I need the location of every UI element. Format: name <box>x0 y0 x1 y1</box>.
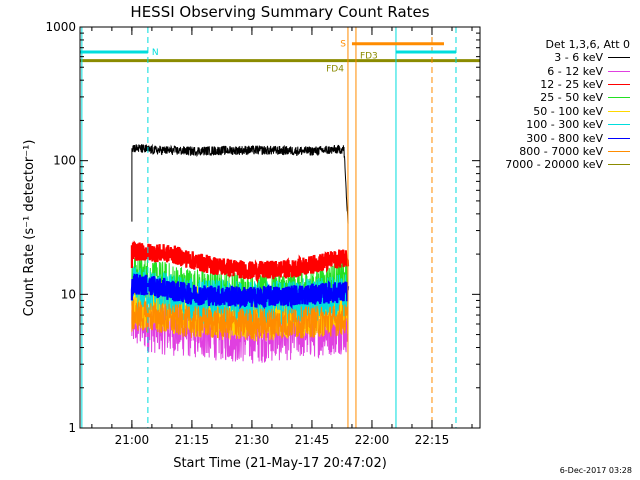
legend-entry: 300 - 800 keV <box>478 131 630 145</box>
legend-swatch <box>608 164 630 166</box>
flag-label: FD4 <box>326 65 344 75</box>
flag-label: S <box>340 40 346 50</box>
data-layer <box>80 59 480 364</box>
y-tick-label: 100 <box>53 154 76 168</box>
legend-entry-label: 12 - 25 keV <box>540 77 603 91</box>
y-tick-label: 1 <box>68 421 76 435</box>
flag-layer: N S FD4 FD3 <box>80 27 457 428</box>
legend-swatch <box>608 57 630 59</box>
x-axis-label: Start Time (21-May-17 20:47:02) <box>173 456 387 471</box>
legend-swatch <box>608 83 630 85</box>
legend-entry: 100 - 300 keV <box>478 118 630 131</box>
plot-frame <box>79 26 481 429</box>
legend-entry-label: 7000 - 20000 keV <box>505 158 603 172</box>
y-tick-label: 10 <box>61 287 76 301</box>
legend: Det 1,3,6, Att 0 3 - 6 keV 6 - 12 keV 12 -… <box>478 38 630 172</box>
legend-entry-label: 50 - 100 keV <box>533 104 603 118</box>
x-tick-label: 21:15 <box>175 433 210 447</box>
legend-entries: 3 - 6 keV 6 - 12 keV 12 - 25 keV 25 - 50 ke… <box>478 51 630 172</box>
legend-title: Det 1,3,6, Att 0 <box>545 38 630 51</box>
legend-entry-label: 800 - 7000 keV <box>519 144 603 158</box>
legend-entry: 12 - 25 keV <box>478 78 630 91</box>
legend-entry-label: 3 - 6 keV <box>554 51 603 65</box>
x-tick-label: 22:15 <box>415 433 450 447</box>
legend-entry: 25 - 50 keV <box>478 91 630 104</box>
series-line-800-7000-kev <box>131 299 349 340</box>
legend-entry: 3 - 6 keV <box>478 51 630 64</box>
legend-swatch <box>608 137 630 139</box>
legend-swatch <box>608 70 630 72</box>
y-tick-label: 1000 <box>45 20 76 34</box>
y-axis-label: Count Rate (s⁻¹ detector⁻¹) <box>22 140 37 317</box>
legend-entry: 6 - 12 keV <box>478 64 630 78</box>
x-tick-label: 21:45 <box>295 433 330 447</box>
chart-title: HESSI Observing Summary Count Rates <box>130 3 429 21</box>
x-tick-label: 22:00 <box>355 433 390 447</box>
legend-entry-label: 100 - 300 keV <box>526 118 603 132</box>
axis-layer: 1 10 100 1000 21:00 21:15 21:30 21:45 22:00 22:15 <box>45 20 480 447</box>
legend-entry: 7000 - 20000 keV <box>478 158 630 171</box>
legend-swatch <box>608 124 630 126</box>
legend-entry-label: 6 - 12 keV <box>547 64 603 78</box>
legend-swatch <box>608 110 630 112</box>
legend-entry-label: 300 - 800 keV <box>526 131 603 145</box>
series-line-12-25-kev <box>130 240 350 284</box>
legend-swatch <box>608 97 630 99</box>
legend-entry: 50 - 100 keV <box>478 105 630 118</box>
flag-label: FD3 <box>360 52 378 62</box>
series-line-3-6-kev <box>131 143 349 224</box>
legend-entry-label: 25 - 50 keV <box>540 91 603 105</box>
x-tick-label: 21:00 <box>115 433 150 447</box>
series-line-300-800-kev <box>130 273 350 310</box>
date-stamp: 6-Dec-2017 03:28 <box>559 466 632 475</box>
legend-entry: 800 - 7000 keV <box>478 145 630 158</box>
legend-swatch <box>608 150 630 152</box>
flag-label: N <box>152 48 159 58</box>
x-tick-label: 21:30 <box>235 433 270 447</box>
